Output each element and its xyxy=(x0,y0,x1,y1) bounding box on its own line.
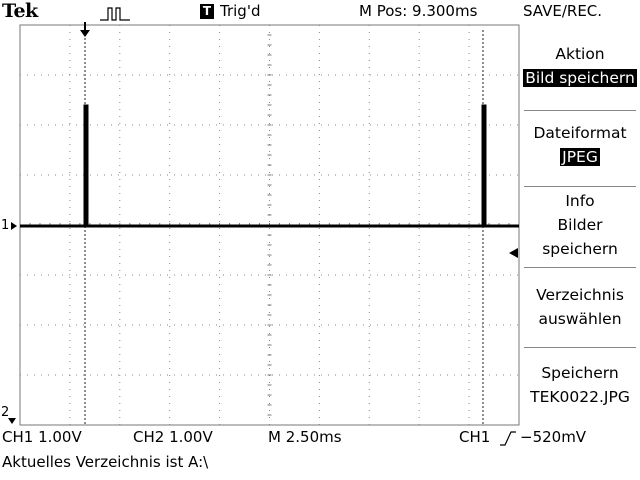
trigger-level-readout: −520mV xyxy=(520,428,587,446)
ch1-ground-arrow xyxy=(11,222,17,230)
menu-divider xyxy=(524,186,636,187)
trigger-position-arrow xyxy=(80,30,90,37)
timebase-readout: M 2.50ms xyxy=(268,428,342,446)
brand-logo: Tek xyxy=(2,0,38,22)
menu-file-format[interactable]: Dateiformat JPEG xyxy=(520,121,640,169)
trigger-level-arrow xyxy=(509,248,518,258)
menu-info-line: speichern xyxy=(542,240,618,258)
ch1-scale-readout: CH1 1.00V xyxy=(2,428,82,446)
menu-action-label: Aktion xyxy=(555,45,605,63)
menu-action[interactable]: Aktion Bild speichern xyxy=(520,42,640,90)
menu-save-line: Speichern xyxy=(541,364,619,382)
menu-title: SAVE/REC. xyxy=(523,2,603,20)
ch2-scale-readout: CH2 1.00V xyxy=(133,428,213,446)
ch1-trace xyxy=(20,104,519,228)
ch2-ground-arrow xyxy=(8,418,16,424)
menu-divider xyxy=(524,347,636,348)
trigger-status-text: Trig'd xyxy=(220,2,261,20)
menu-format-value: JPEG xyxy=(560,148,600,166)
trigger-status: T Trig'd xyxy=(200,2,260,20)
ch2-ground-marker: 2 xyxy=(1,405,10,420)
menu-divider xyxy=(524,267,636,268)
trigger-source-readout: CH1 xyxy=(459,428,491,446)
menu-format-label: Dateiformat xyxy=(533,124,627,142)
menu-save-file[interactable]: Speichern TEK0022.JPG xyxy=(520,361,640,409)
menu-divider xyxy=(524,110,636,111)
trigger-badge: T xyxy=(200,4,214,19)
ch1-ground-marker: 1 xyxy=(1,218,10,233)
menu-info-save-images[interactable]: Info Bilder speichern xyxy=(520,189,640,261)
menu-select-directory[interactable]: Verzeichnis auswählen xyxy=(520,283,640,331)
menu-directory-line: auswählen xyxy=(538,310,622,328)
status-message: Aktuelles Verzeichnis ist A:\ xyxy=(2,453,209,471)
rising-edge-icon xyxy=(499,430,517,450)
menu-directory-line: Verzeichnis xyxy=(536,286,624,304)
main-position: M Pos: 9.300ms xyxy=(359,2,478,20)
menu-action-value: Bild speichern xyxy=(523,69,637,87)
pulse-icon xyxy=(100,4,132,26)
menu-info-line: Info xyxy=(565,192,595,210)
menu-info-line: Bilder xyxy=(557,216,603,234)
menu-save-filename: TEK0022.JPG xyxy=(530,388,630,406)
